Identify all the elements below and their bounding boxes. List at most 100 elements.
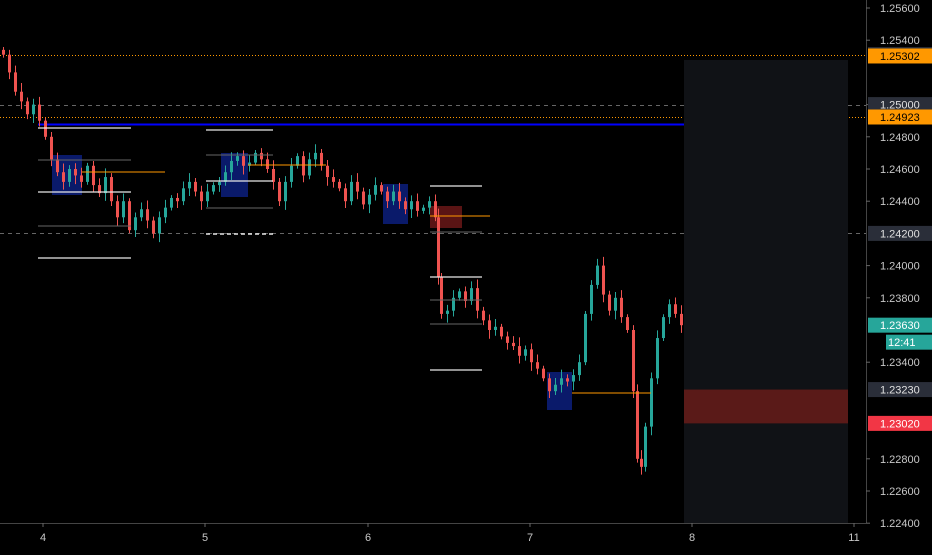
price-label[interactable]: 1.24200	[868, 225, 932, 241]
candle[interactable]	[224, 165, 227, 186]
candle[interactable]	[182, 181, 185, 206]
candle[interactable]	[380, 182, 383, 195]
price-label[interactable]: 1.23230	[868, 382, 932, 398]
candle[interactable]	[668, 299, 671, 324]
candle[interactable]	[554, 377, 557, 396]
candle[interactable]	[636, 384, 639, 463]
candle[interactable]	[254, 150, 257, 166]
candle[interactable]	[320, 149, 323, 171]
candle[interactable]	[434, 194, 437, 222]
candle[interactable]	[476, 279, 479, 319]
candle[interactable]	[437, 208, 440, 285]
candle[interactable]	[98, 178, 101, 198]
candle[interactable]	[80, 167, 83, 188]
candle[interactable]	[566, 374, 569, 387]
price-label[interactable]: 1.25000	[868, 97, 932, 113]
candle[interactable]	[368, 188, 371, 214]
candle[interactable]	[62, 163, 65, 190]
candle[interactable]	[242, 150, 245, 175]
candle[interactable]	[38, 96, 41, 127]
candle[interactable]	[110, 173, 113, 207]
candle[interactable]	[404, 197, 407, 215]
candle[interactable]	[674, 297, 677, 318]
candle[interactable]	[482, 306, 485, 326]
candle[interactable]	[266, 152, 269, 173]
candle[interactable]	[578, 354, 581, 381]
candle[interactable]	[314, 144, 317, 168]
candle[interactable]	[362, 187, 365, 210]
candle[interactable]	[350, 175, 353, 206]
candle[interactable]	[332, 169, 335, 188]
candle[interactable]	[518, 337, 521, 364]
candle[interactable]	[542, 365, 545, 382]
candle[interactable]	[512, 336, 515, 350]
candle[interactable]	[164, 199, 167, 224]
candle[interactable]	[644, 422, 647, 472]
price-label[interactable]: 1.23020	[868, 415, 932, 431]
candle[interactable]	[608, 290, 611, 316]
candle[interactable]	[392, 184, 395, 206]
candle[interactable]	[26, 97, 29, 120]
candle[interactable]	[338, 178, 341, 192]
candle[interactable]	[56, 152, 59, 177]
candle[interactable]	[248, 154, 251, 172]
candle[interactable]	[614, 292, 617, 320]
candle[interactable]	[200, 185, 203, 210]
candle[interactable]	[2, 46, 5, 58]
candle[interactable]	[278, 178, 281, 207]
candle[interactable]	[584, 311, 587, 366]
price-label[interactable]: 1.24923	[868, 109, 932, 125]
candle[interactable]	[650, 372, 653, 436]
candle[interactable]	[134, 212, 137, 237]
candle[interactable]	[218, 177, 221, 192]
candle[interactable]	[500, 323, 503, 340]
candle[interactable]	[632, 325, 635, 398]
candle[interactable]	[104, 168, 107, 201]
candle[interactable]	[356, 173, 359, 200]
candle[interactable]	[344, 183, 347, 208]
candle[interactable]	[398, 182, 401, 209]
candle[interactable]	[122, 193, 125, 224]
candle[interactable]	[626, 314, 629, 333]
candle[interactable]	[386, 186, 389, 208]
candle[interactable]	[146, 200, 149, 229]
candle[interactable]	[128, 198, 131, 234]
candle[interactable]	[74, 163, 77, 185]
candle[interactable]	[296, 153, 299, 169]
candle[interactable]	[86, 162, 89, 185]
candle[interactable]	[410, 195, 413, 218]
candle[interactable]	[662, 314, 665, 341]
candle[interactable]	[8, 49, 11, 80]
candle[interactable]	[230, 152, 233, 180]
candle[interactable]	[206, 183, 209, 207]
candle[interactable]	[284, 176, 287, 210]
candle[interactable]	[488, 314, 491, 339]
candle[interactable]	[68, 165, 71, 187]
candle[interactable]	[446, 304, 449, 323]
candle[interactable]	[530, 343, 533, 371]
candle[interactable]	[620, 290, 623, 323]
candle[interactable]	[116, 195, 119, 226]
candle[interactable]	[656, 330, 659, 385]
price-label[interactable]: 1.23630	[868, 317, 932, 333]
candle[interactable]	[470, 281, 473, 305]
candle[interactable]	[302, 151, 305, 183]
candle[interactable]	[494, 319, 497, 336]
candle[interactable]	[590, 280, 593, 321]
candle[interactable]	[440, 273, 443, 319]
candle[interactable]	[170, 195, 173, 211]
candle[interactable]	[524, 345, 527, 361]
candle[interactable]	[176, 193, 179, 208]
candle[interactable]	[428, 196, 431, 215]
candle[interactable]	[14, 65, 17, 96]
candle[interactable]	[188, 173, 191, 197]
candle[interactable]	[20, 83, 23, 110]
candle[interactable]	[452, 290, 455, 317]
candle[interactable]	[308, 152, 311, 180]
candle[interactable]	[560, 369, 563, 393]
candle[interactable]	[152, 216, 155, 239]
candle[interactable]	[158, 211, 161, 243]
candle[interactable]	[572, 369, 575, 391]
candle[interactable]	[44, 117, 47, 140]
